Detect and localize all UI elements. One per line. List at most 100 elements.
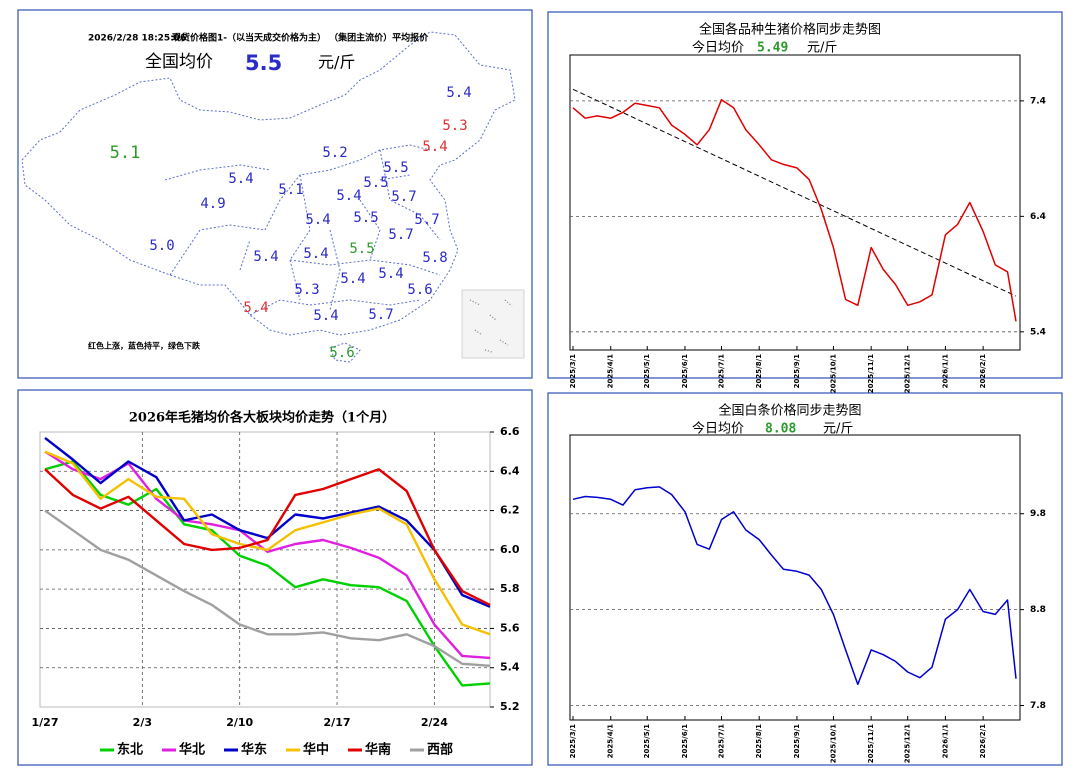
- map-header: 现货价格图1-（以当天成交价格为主） （集团主流价）平均报价: [172, 32, 429, 44]
- today-label: 今日均价: [692, 40, 744, 56]
- plot-frame: [569, 434, 1021, 721]
- x-tick-label: 2025/8/1: [755, 724, 763, 758]
- region-price: 5.8: [422, 250, 447, 266]
- region-price: 5.6: [407, 282, 432, 298]
- x-tick-label: 2/17: [324, 716, 351, 729]
- region-price: 5.4: [305, 212, 330, 228]
- y-tick-label: 5.4: [500, 661, 520, 674]
- map-inset: [461, 289, 525, 359]
- line-chart: 2026年毛猪均价各大板块均价走势（1个月） 5.2 5.4 5.6 5.8 6.0 6.2…: [32, 410, 520, 758]
- today-label: 今日均价: [692, 421, 744, 437]
- region-price: 5.5: [383, 160, 408, 176]
- legend-label: 西部: [427, 742, 453, 758]
- region-price: 5.7: [368, 307, 393, 323]
- y-tick-label: 6.6: [500, 425, 520, 438]
- x-tick-label: 2025/10/1: [829, 354, 837, 393]
- legend-label: 华北: [179, 742, 205, 758]
- x-tick-label: 2/10: [226, 716, 253, 729]
- x-tick-label: 2025/5/1: [643, 354, 651, 388]
- avg-label: 全国均价: [145, 52, 213, 72]
- y-tick-label: 5.6: [500, 621, 520, 634]
- series-line: [44, 509, 491, 667]
- y-tick-label: 6.0: [500, 543, 520, 556]
- legend-label: 华南: [365, 742, 391, 758]
- pig-price-panel: [547, 11, 1063, 379]
- x-tick-label: 2025/6/1: [681, 354, 689, 388]
- x-tick-label: 2025/11/1: [867, 354, 875, 393]
- y-tick-label: 5.2: [500, 700, 520, 713]
- x-tick-label: 2026/1/1: [941, 354, 949, 388]
- y-tick-label: 6.4: [500, 464, 520, 477]
- series-line: [572, 486, 1017, 686]
- region-price: 5.3: [294, 282, 319, 298]
- map-timestamp: 2026/2/28 18:25:06: [88, 34, 186, 44]
- today-value: 8.08: [765, 422, 796, 437]
- region-price: 5.4: [313, 308, 338, 324]
- legend-label: 华东: [241, 742, 267, 758]
- y-tick-label: 7.4: [1030, 96, 1046, 106]
- x-tick-label: 2025/6/1: [681, 724, 689, 758]
- region-price: 5.4: [378, 266, 403, 282]
- x-tick-label: 2025/12/1: [904, 724, 912, 763]
- region-price: 5.4: [228, 171, 253, 187]
- region-price: 5.5: [353, 210, 378, 226]
- chart-title: 全国白条价格同步走势图: [718, 403, 861, 419]
- y-tick-label: 8.8: [1030, 605, 1046, 615]
- trend-line: [572, 88, 1017, 297]
- region-price: 5.7: [414, 212, 439, 228]
- today-value: 5.49: [757, 41, 788, 56]
- series-line: [572, 98, 1017, 322]
- plot-frame: [39, 431, 491, 708]
- region-price: 5.4: [336, 188, 361, 204]
- x-tick-label: 2026/1/1: [941, 724, 949, 758]
- x-tick-label: 2025/3/1: [569, 724, 577, 758]
- legend-label: 东北: [117, 742, 143, 758]
- avg-unit: 元/斤: [318, 53, 355, 72]
- chart-title: 全国各品种生猪价格同步走势图: [699, 22, 881, 38]
- region-price: 5.4: [340, 271, 365, 287]
- today-unit: 元/斤: [807, 41, 837, 56]
- map-province-lines: [164, 144, 441, 316]
- y-tick-label: 5.8: [500, 582, 520, 595]
- y-tick-label: 6.4: [1030, 212, 1046, 222]
- carcass-price-panel: [547, 392, 1063, 766]
- map-inset-islands: [469, 299, 513, 353]
- map-legend-note: 红色上涨，蓝色持平，绿色下跌: [88, 341, 201, 351]
- x-tick-label: 2025/7/1: [717, 724, 725, 758]
- y-tick-label: 7.8: [1030, 701, 1046, 711]
- x-tick-label: 2025/8/1: [755, 354, 763, 388]
- x-tick-label: 2025/9/1: [793, 724, 801, 758]
- china-map-outline: [21, 31, 525, 363]
- region-price: 5.5: [349, 241, 374, 257]
- avg-value: 5.5: [245, 51, 282, 75]
- x-tick-label: 2025/10/1: [829, 724, 837, 763]
- x-tick-label: 2025/12/1: [904, 354, 912, 393]
- plot-frame: [569, 54, 1021, 351]
- x-tick-label: 2025/9/1: [793, 354, 801, 388]
- x-tick-label: 2025/11/1: [867, 724, 875, 763]
- region-price-panel: [17, 389, 533, 766]
- region-price: 5.4: [253, 249, 278, 265]
- x-tick-label: 2/3: [133, 716, 152, 729]
- region-price: 5.4: [303, 246, 328, 262]
- region-price: 4.9: [200, 196, 225, 212]
- region-price: 5.1: [278, 182, 303, 198]
- region-price: 5.5: [363, 175, 388, 191]
- x-tick-label: 2025/7/1: [717, 354, 725, 388]
- x-tick-label: 2025/4/1: [607, 724, 615, 758]
- legend-label: 华中: [303, 742, 329, 758]
- region-price: 5.4: [243, 300, 268, 316]
- y-tick-label: 6.2: [500, 504, 520, 517]
- x-tick-label: 2026/2/1: [979, 354, 987, 388]
- today-unit: 元/斤: [823, 422, 853, 437]
- region-price: 5.4: [446, 85, 471, 101]
- region-price: 5.2: [322, 145, 347, 161]
- region-price: 5.6: [329, 345, 354, 361]
- y-tick-label: 9.8: [1030, 509, 1046, 519]
- x-tick-label: 1/27: [32, 716, 59, 729]
- map-border: [21, 31, 516, 336]
